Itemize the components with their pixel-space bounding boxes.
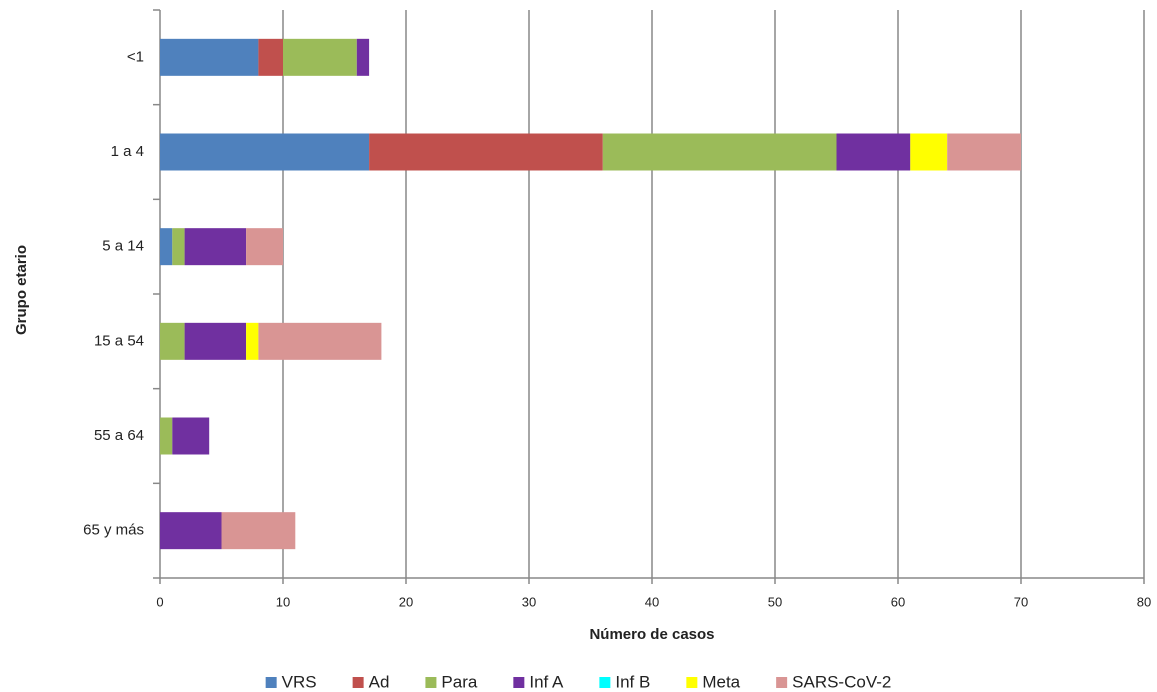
bar-segment — [160, 133, 370, 171]
bar-segment — [172, 417, 210, 455]
bar-segment — [947, 133, 1021, 171]
y-tick-label: 65 y más — [83, 522, 144, 539]
bar-segment — [283, 38, 357, 76]
legend-swatch — [599, 677, 611, 688]
x-tick-label: 10 — [276, 594, 290, 609]
legend-label: Inf B — [615, 672, 650, 691]
y-tick-label: 1 a 4 — [111, 143, 144, 160]
bar-segment — [369, 133, 603, 171]
legend-swatch — [686, 677, 698, 688]
bar-segment — [172, 228, 185, 266]
x-tick-label: 30 — [522, 594, 536, 609]
bar-segment — [246, 228, 283, 266]
legend-label: VRS — [282, 672, 317, 691]
legend-label: SARS-CoV-2 — [792, 672, 891, 691]
x-tick-label: 40 — [645, 594, 659, 609]
bar-segment — [910, 133, 948, 171]
y-tick-label: 5 a 14 — [102, 238, 144, 255]
legend-swatch — [513, 677, 525, 688]
bar-segment — [160, 322, 185, 360]
x-tick-label: 20 — [399, 594, 413, 609]
bar-segment — [160, 417, 173, 455]
x-tick-label: 60 — [891, 594, 905, 609]
legend-label: Meta — [702, 672, 740, 691]
y-tick-label: <1 — [127, 48, 144, 65]
x-axis-title: Número de casos — [589, 626, 714, 643]
bar-segment — [258, 322, 382, 360]
bar-segment — [258, 38, 283, 76]
legend-label: Inf A — [529, 672, 564, 691]
bar-segment — [602, 133, 837, 171]
legend-swatch — [425, 677, 437, 688]
bar-segment — [160, 38, 259, 76]
legend-label: Para — [441, 672, 477, 691]
y-tick-label: 15 a 54 — [94, 332, 144, 349]
bar-segment — [356, 38, 370, 76]
legend-swatch — [352, 677, 364, 688]
bar-segment — [836, 133, 911, 171]
x-tick-label: 80 — [1137, 594, 1151, 609]
bar-segment — [184, 322, 247, 360]
bar-segment — [160, 228, 173, 266]
x-tick-label: 50 — [768, 594, 782, 609]
legend-swatch — [265, 677, 277, 688]
legend-label: Ad — [369, 672, 390, 691]
bar-segment — [184, 228, 247, 266]
y-tick-label: 55 a 64 — [94, 427, 144, 444]
bar-segment — [221, 512, 296, 550]
x-tick-label: 70 — [1014, 594, 1028, 609]
x-tick-label: 0 — [156, 594, 163, 609]
y-axis-title: Grupo etario — [13, 245, 30, 335]
legend-swatch — [776, 677, 788, 688]
bar-segment — [246, 322, 259, 360]
bar-segment — [160, 512, 222, 550]
